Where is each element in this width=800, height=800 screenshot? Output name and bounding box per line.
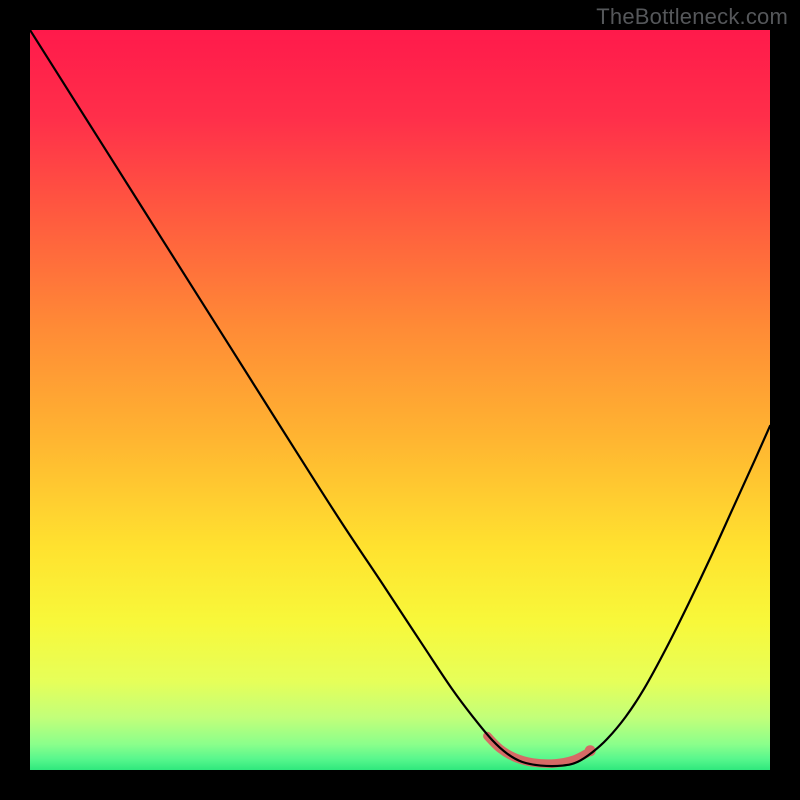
chart-frame: TheBottleneck.com <box>0 0 800 800</box>
bottleneck-curve-chart <box>30 30 770 770</box>
watermark-text: TheBottleneck.com <box>596 4 788 30</box>
gradient-background <box>30 30 770 770</box>
plot-area <box>30 30 770 770</box>
